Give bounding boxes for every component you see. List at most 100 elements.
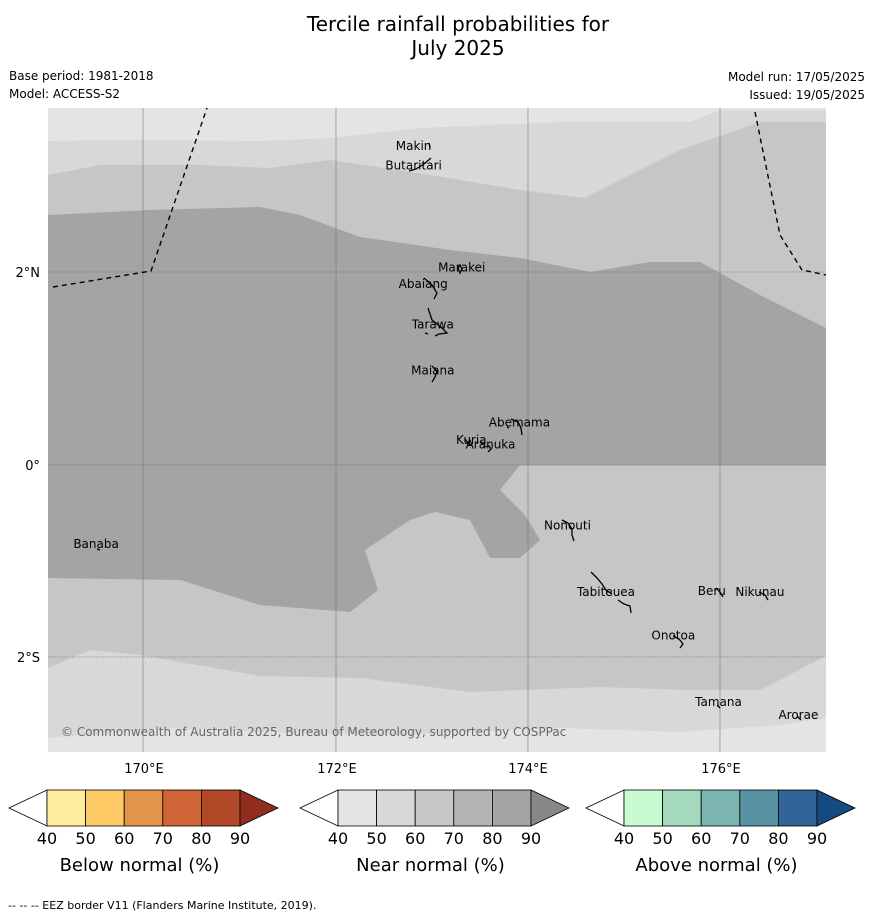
legend-near-swatch — [491, 789, 532, 827]
place-label-tarawa: Tarawa — [411, 317, 454, 331]
legend-below-tick: 90 — [230, 829, 250, 848]
legend-below-over-triangle — [239, 789, 279, 827]
coast-abemama — [506, 418, 523, 436]
legend-above-over-triangle — [816, 789, 856, 827]
eez-border-east — [754, 111, 826, 276]
legend-below-tick: 70 — [153, 829, 173, 848]
legend-near-under-triangle — [299, 789, 339, 827]
place-label-butaritari: Butaritari — [385, 158, 442, 172]
place-label-maiana: Maiana — [411, 364, 454, 378]
place-label-nikunau: Nikunau — [735, 585, 784, 599]
coast-nikunau — [758, 591, 769, 601]
legend-above: 40 50 60 70 80 90 Above normal (%) — [585, 789, 856, 876]
legend-below-swatch — [162, 789, 202, 827]
legend-above-tick: 80 — [768, 829, 788, 848]
legend-below-tick: 80 — [191, 829, 211, 848]
legend-below-tick: 40 — [37, 829, 57, 848]
coast-kuria — [464, 438, 473, 447]
model-label: Model: ACCESS-S2 — [9, 87, 121, 101]
model-run-label: Model run: 17/05/2025 — [727, 70, 865, 84]
coast-tabiteuea — [590, 571, 632, 614]
legend-above-tick: 40 — [614, 829, 634, 848]
coast-aranuka — [482, 445, 492, 453]
legend-near-swatch — [414, 789, 455, 827]
legend-near-tick: 50 — [366, 829, 386, 848]
legend-above-swatch — [778, 789, 818, 827]
place-label-beru: Beru — [698, 584, 726, 598]
legend-near: 40 50 60 70 80 90 Near normal (%) — [299, 789, 570, 876]
legend-below-title: Below normal (%) — [60, 855, 220, 876]
legend-above-tick: 50 — [652, 829, 672, 848]
legend-near-tick: 70 — [444, 829, 464, 848]
coast-banaba — [96, 548, 101, 551]
title-line-2: July 2025 — [411, 36, 505, 60]
coast-nonouti — [561, 519, 575, 542]
coast-tarawa — [424, 307, 449, 337]
legend-above-tick: 90 — [807, 829, 827, 848]
lat-label-0: 0° — [25, 459, 40, 474]
coast-tamana — [716, 704, 721, 709]
legend-below-tick: 50 — [75, 829, 95, 848]
lat-label-2s: 2°S — [17, 651, 40, 666]
issued-label: Issued: 19/05/2025 — [749, 88, 865, 102]
legend-below-under-triangle — [8, 789, 48, 827]
legend-near-tick: 40 — [328, 829, 348, 848]
legend-above-swatch — [662, 789, 702, 827]
legend-below: 40 50 60 70 80 90 Below normal (%) — [8, 789, 279, 876]
place-label-marakei: Marakei — [438, 260, 485, 274]
map-title: Tercile rainfall probabilities for July … — [0, 12, 873, 60]
legend-below-swatch — [46, 789, 86, 827]
place-label-aranuka: Aranuka — [466, 438, 516, 452]
lon-label-172: 172°E — [317, 762, 357, 777]
legend-near-tick: 60 — [405, 829, 425, 848]
legend-near-tick: 80 — [482, 829, 502, 848]
legend-below-swatch — [200, 789, 241, 827]
meta-right: Model run: 17/05/2025 Issued: 19/05/2025 — [728, 68, 865, 104]
coast-makin — [428, 142, 431, 149]
lat-label-2n: 2°N — [16, 266, 41, 281]
place-label-arorae: Arorae — [778, 708, 818, 722]
lon-label-176: 176°E — [701, 762, 741, 777]
eez-border-west — [52, 108, 208, 288]
lon-label-174: 174°E — [508, 762, 548, 777]
legend-near-over-triangle — [530, 789, 570, 827]
base-period-label: Base period: 1981-2018 — [9, 69, 154, 83]
legend-above-title: Above normal (%) — [635, 855, 797, 876]
eez-source-note: -- -- -- EEZ border V11 (Flanders Marine… — [8, 899, 317, 912]
coast-arorae — [796, 715, 802, 721]
lon-label-170: 170°E — [124, 762, 164, 777]
place-label-onotoa: Onotoa — [651, 628, 695, 642]
title-line-1: Tercile rainfall probabilities for — [306, 12, 610, 36]
coast-beru — [715, 587, 724, 598]
longitude-labels: 170°E 172°E 174°E 176°E — [124, 762, 741, 777]
legend-near-swatch — [337, 789, 377, 827]
coast-onotoa — [672, 635, 684, 649]
legend-near-swatch — [376, 789, 416, 827]
eez-borders — [52, 108, 826, 288]
place-labels: Makin Butaritari Marakei Abaiang Tarawa Maian… — [73, 139, 818, 722]
legend-above-swatch — [739, 789, 779, 827]
place-label-tamana: Tamana — [694, 695, 742, 709]
place-label-makin: Makin — [396, 139, 432, 153]
legend-above-tick: 70 — [730, 829, 750, 848]
coastlines — [96, 142, 802, 721]
place-label-abemama: Abemama — [489, 416, 550, 430]
coast-maiana — [431, 365, 438, 383]
legend-near-tick: 90 — [521, 829, 541, 848]
legend-above-under-triangle — [585, 789, 625, 827]
probability-map: Makin Butaritari Marakei Abaiang Tarawa Maian… — [48, 108, 826, 752]
place-label-nonouti: Nonouti — [544, 519, 591, 533]
coast-marakei — [457, 263, 463, 275]
meta-left: Base period: 1981-2018 Model: ACCESS-S2 — [9, 67, 154, 103]
place-label-abaiang: Abaiang — [399, 277, 448, 291]
legend-below-tick: 60 — [114, 829, 134, 848]
latitude-labels: 2°N 0° 2°S — [16, 266, 41, 666]
legend-above-swatch — [623, 789, 663, 827]
coast-abaiang — [423, 277, 438, 300]
legend-near-title: Near normal (%) — [356, 855, 505, 876]
coast-butaritari — [408, 157, 432, 172]
legend-near-swatch — [453, 789, 493, 827]
place-label-tabiteuea: Tabiteuea — [576, 585, 635, 599]
